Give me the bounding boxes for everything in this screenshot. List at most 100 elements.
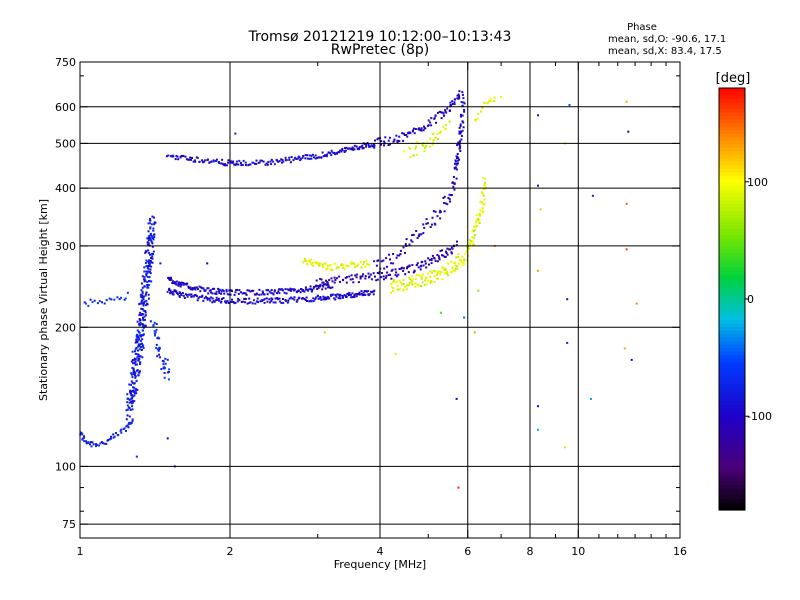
data-point: [256, 297, 259, 300]
data-point: [333, 276, 336, 279]
data-point: [148, 259, 151, 262]
data-point: [217, 297, 220, 300]
data-point: [153, 216, 155, 219]
data-point: [289, 161, 292, 164]
data-point: [457, 93, 460, 96]
data-point: [382, 259, 385, 262]
data-point: [321, 263, 324, 266]
data-point: [591, 194, 594, 197]
data-point: [402, 282, 405, 285]
data-point: [341, 266, 344, 269]
data-point: [134, 360, 137, 363]
data-point: [431, 254, 434, 257]
colorbar-segment: [719, 242, 745, 247]
data-point: [173, 282, 176, 285]
data-point: [141, 324, 144, 327]
data-point: [398, 254, 401, 257]
data-point: [247, 164, 250, 167]
data-point: [399, 267, 402, 270]
data-point: [179, 292, 181, 294]
data-point: [340, 150, 343, 153]
data-point: [283, 291, 286, 294]
data-point: [149, 232, 152, 235]
data-point: [447, 274, 450, 277]
data-point: [444, 267, 447, 270]
data-point: [91, 301, 94, 304]
data-point: [344, 276, 347, 279]
data-point: [113, 435, 116, 438]
colorbar-segment: [719, 291, 745, 297]
data-point: [353, 293, 356, 296]
data-point: [141, 313, 144, 315]
data-point: [444, 128, 447, 131]
data-point: [443, 195, 446, 198]
data-point: [442, 197, 445, 199]
data-point: [133, 373, 136, 376]
data-point: [215, 299, 218, 302]
data-point: [401, 283, 404, 286]
data-point: [385, 257, 388, 260]
data-point: [344, 147, 346, 149]
data-point: [461, 120, 464, 123]
data-point: [303, 259, 306, 262]
data-point: [138, 371, 141, 374]
data-point: [108, 297, 111, 300]
data-point: [100, 441, 103, 443]
data-point: [369, 273, 372, 276]
data-point: [170, 155, 173, 158]
data-point: [351, 278, 354, 281]
data-point: [188, 293, 191, 296]
data-point: [384, 136, 387, 139]
data-point: [137, 355, 140, 358]
data-point: [429, 121, 432, 124]
data-point: [189, 288, 192, 291]
data-point: [387, 274, 390, 276]
colorbar-segment: [719, 288, 745, 293]
data-point: [142, 317, 144, 320]
data-point: [152, 250, 155, 253]
data-point: [276, 297, 279, 299]
data-point: [265, 297, 268, 300]
data-point: [238, 299, 241, 302]
data-point: [136, 356, 139, 359]
data-point: [420, 129, 423, 132]
data-point: [432, 141, 434, 144]
data-point: [460, 113, 462, 116]
colorbar-segment: [719, 323, 745, 328]
colorbar-segment: [719, 415, 745, 420]
data-point: [459, 123, 462, 126]
data-point: [365, 290, 368, 293]
data-point: [144, 325, 147, 327]
data-point: [452, 185, 455, 188]
data-point: [153, 223, 156, 226]
colorbar-segment: [719, 112, 745, 117]
data-point: [362, 291, 365, 294]
data-point: [385, 265, 388, 268]
data-point: [155, 346, 158, 349]
data-point: [415, 274, 418, 277]
data-point: [450, 246, 453, 249]
data-point: [85, 440, 88, 443]
data-point: [204, 159, 207, 162]
data-point: [392, 253, 395, 255]
data-point: [149, 253, 151, 256]
data-point: [374, 139, 376, 142]
data-point: [442, 112, 445, 115]
data-point: [373, 143, 375, 146]
data-point: [175, 292, 178, 294]
data-point: [137, 374, 140, 377]
x-tick-label: 16: [673, 545, 687, 558]
data-point: [343, 268, 346, 271]
data-point: [150, 240, 153, 243]
data-point: [325, 268, 328, 271]
data-point: [412, 129, 414, 132]
data-point: [157, 336, 160, 339]
data-point: [231, 290, 233, 293]
data-point: [316, 294, 319, 297]
data-point: [196, 299, 199, 302]
data-point: [252, 289, 255, 292]
data-point: [144, 310, 147, 312]
data-point: [439, 273, 442, 275]
data-point: [169, 291, 172, 294]
data-point: [446, 253, 449, 256]
